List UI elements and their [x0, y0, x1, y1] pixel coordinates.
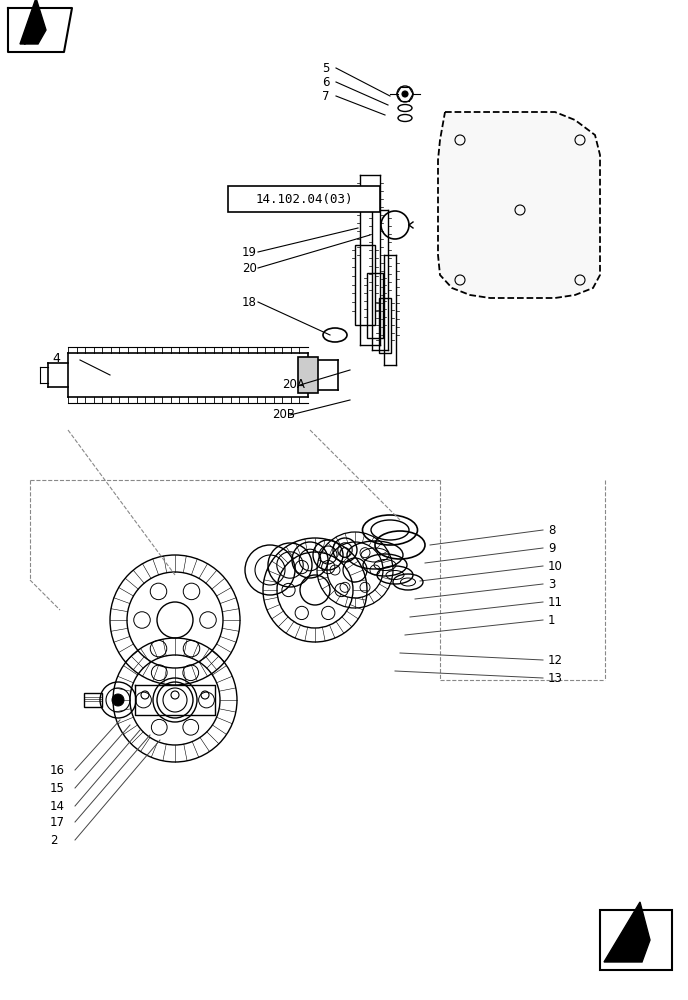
Text: 6: 6	[322, 76, 330, 89]
Bar	[600, 910, 672, 970]
Text: 16: 16	[50, 764, 65, 776]
Text: 12: 12	[548, 654, 563, 666]
Circle shape	[112, 694, 124, 706]
Text: 18: 18	[242, 296, 257, 308]
Bar	[298, 357, 318, 393]
PathPatch shape	[438, 112, 600, 298]
Polygon shape	[8, 8, 72, 52]
Bar	[379, 298, 391, 353]
Text: 20: 20	[242, 261, 257, 274]
Text: 11: 11	[548, 595, 563, 608]
Text: 14.102.04(03): 14.102.04(03)	[255, 192, 353, 206]
Text: 4: 4	[52, 352, 60, 364]
Text: 14: 14	[50, 800, 65, 812]
Text: 17: 17	[50, 816, 65, 828]
Polygon shape	[604, 902, 650, 962]
Bar	[228, 186, 380, 212]
Bar	[458, 148, 558, 208]
Text: 10: 10	[548, 560, 563, 572]
Text: 13: 13	[548, 672, 563, 684]
Bar	[355, 245, 375, 325]
Text: 20B: 20B	[272, 408, 295, 422]
Text: 2: 2	[50, 834, 58, 846]
Polygon shape	[20, 0, 46, 44]
Text: 7: 7	[322, 90, 330, 103]
Text: 20A: 20A	[282, 378, 305, 391]
Bar	[84, 693, 102, 707]
Text: 3: 3	[548, 578, 555, 590]
Text: 8: 8	[548, 524, 555, 536]
Text: 15: 15	[50, 782, 65, 794]
Text: 5: 5	[322, 62, 330, 75]
Circle shape	[402, 91, 408, 97]
Text: 9: 9	[548, 542, 555, 554]
Bar	[458, 225, 558, 275]
Bar	[367, 273, 383, 338]
Text: 19: 19	[242, 245, 257, 258]
Text: 1: 1	[548, 613, 555, 626]
